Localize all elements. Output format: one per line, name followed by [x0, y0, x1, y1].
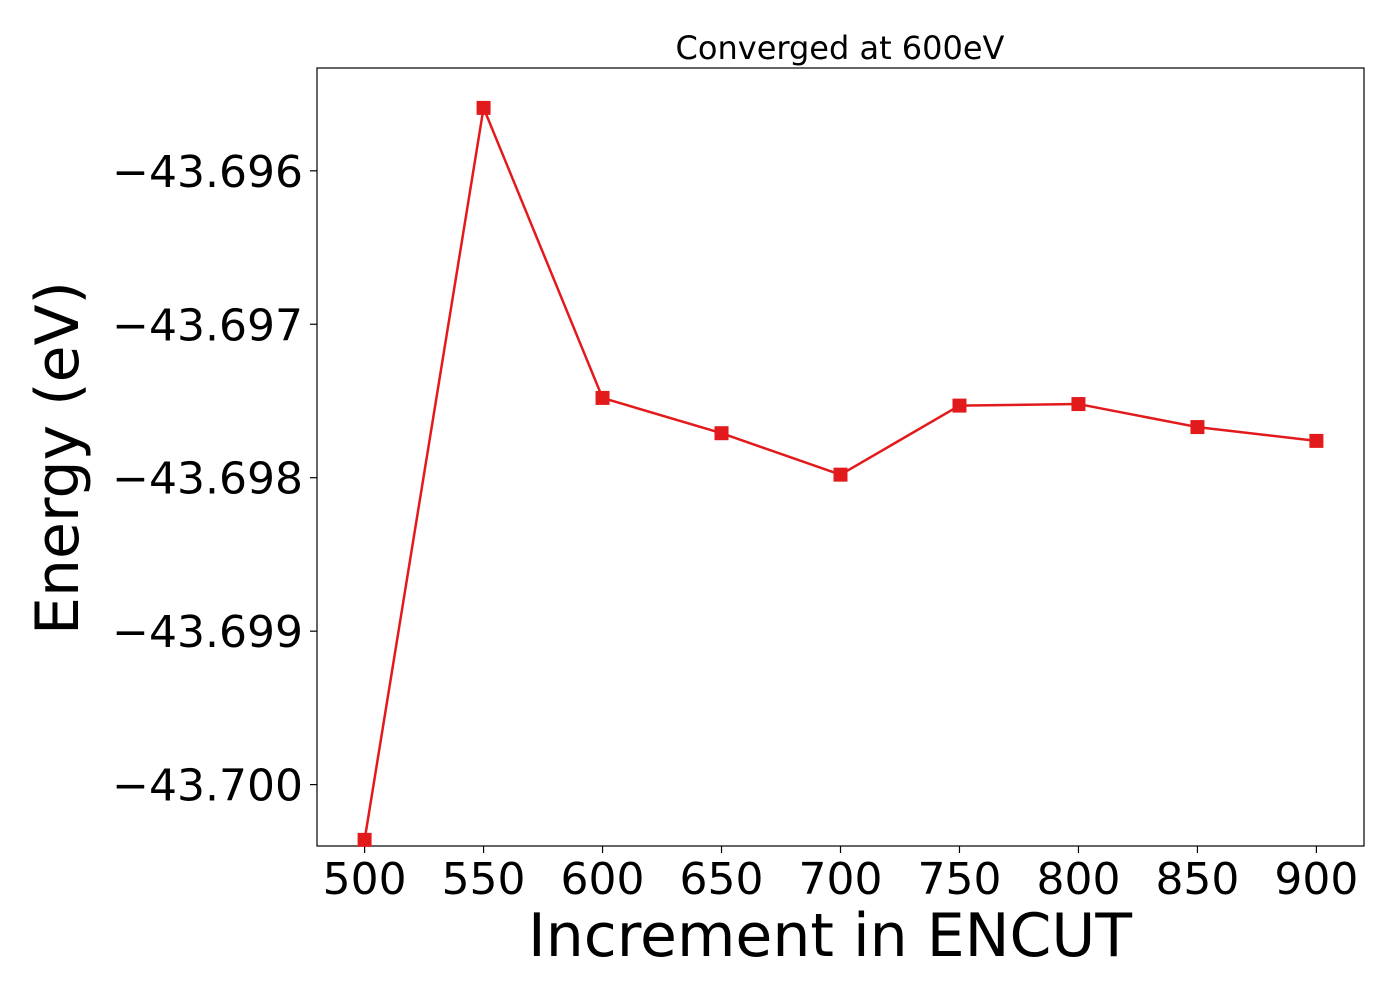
y-tick-label: −43.698 [112, 454, 303, 505]
data-point [714, 426, 729, 441]
chart-title: Converged at 600eV [676, 29, 1005, 67]
x-tick-label: 750 [917, 854, 1001, 905]
x-tick-label: 550 [442, 854, 526, 905]
data-point [595, 390, 610, 405]
y-tick-label: −43.700 [112, 761, 303, 812]
x-tick-label: 700 [799, 854, 883, 905]
x-tick-label: 650 [680, 854, 764, 905]
plot-frame [316, 67, 1365, 847]
y-axis-label: Energy (eV) [23, 281, 93, 635]
x-tick-label: 800 [1036, 854, 1120, 905]
x-tick-label: 600 [561, 854, 645, 905]
y-tick-label: −43.696 [112, 147, 303, 198]
data-point [357, 832, 372, 847]
data-point [476, 100, 491, 115]
x-tick-label: 500 [323, 854, 407, 905]
x-axis-label: Increment in ENCUT [528, 901, 1132, 971]
data-point [1071, 397, 1086, 412]
y-tick-label: −43.697 [112, 300, 303, 351]
data-point [952, 398, 967, 413]
y-tick-label: −43.699 [112, 607, 303, 658]
x-tick-label: 850 [1155, 854, 1239, 905]
data-point [1190, 420, 1205, 435]
plot-area: 500 550 600 650 700 750 800 850 900 −43.696 −43.69… [112, 67, 1365, 905]
x-tick-label: 900 [1274, 854, 1358, 905]
data-point [833, 467, 848, 482]
data-point [1309, 433, 1324, 448]
